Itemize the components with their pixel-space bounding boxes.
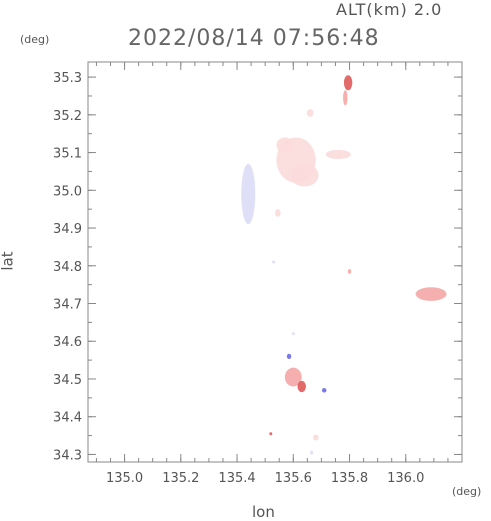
x-tick-label: 135.0	[106, 471, 143, 486]
y-tick-label: 35.0	[53, 184, 82, 199]
echo-blob	[297, 380, 306, 393]
altitude-label: ALT(km) 2.0	[336, 0, 443, 19]
y-tick-label: 34.9	[53, 222, 82, 237]
x-tick-label: 135.6	[275, 471, 312, 486]
echo-blob	[415, 287, 447, 301]
echo-blob	[275, 209, 281, 217]
y-tick-label: 35.1	[53, 147, 82, 162]
y-tick-label: 34.8	[53, 260, 82, 275]
echo-blob	[306, 109, 314, 117]
echo-blob	[312, 434, 319, 441]
echo-blob	[286, 353, 292, 359]
echo-blob	[321, 388, 327, 393]
y-tick-label: 34.4	[53, 411, 82, 426]
y-tick-label: 34.6	[53, 335, 82, 350]
echo-blob	[347, 269, 352, 274]
y-tick-label: 34.7	[53, 298, 82, 313]
y-tick-label: 35.3	[53, 71, 82, 86]
x-axis-label: lon	[252, 503, 275, 521]
echo-blob	[291, 332, 295, 336]
y-tick-label: 35.2	[53, 109, 82, 124]
echo-layer	[241, 75, 447, 455]
x-tick-label: 136.0	[387, 471, 424, 486]
y-tick-label: 34.5	[53, 373, 82, 388]
timestamp-title: 2022/08/14 07:56:48	[128, 26, 380, 51]
echo-blob	[272, 260, 276, 264]
echo-blob	[284, 367, 302, 387]
x-tick-label: 135.4	[218, 471, 255, 486]
x-axis-unit: (deg)	[452, 485, 482, 498]
echo-blob	[343, 90, 348, 106]
axis-ticks: 135.0 135.2 135.4 135.6 135.8 136.0 34.3 34.4 34…	[53, 62, 462, 486]
y-tick-label: 34.3	[53, 448, 82, 463]
echo-blob	[325, 149, 351, 159]
x-tick-label: 135.8	[331, 471, 368, 486]
plot-frame	[87, 61, 463, 463]
echo-blob	[310, 450, 314, 455]
echo-blob	[241, 163, 256, 225]
echo-blob	[269, 432, 273, 436]
y-axis-unit: (deg)	[20, 33, 50, 46]
echo-blob	[343, 75, 353, 91]
echo-blob	[276, 137, 294, 153]
echo-blob	[290, 163, 319, 187]
x-tick-label: 135.2	[162, 471, 199, 486]
